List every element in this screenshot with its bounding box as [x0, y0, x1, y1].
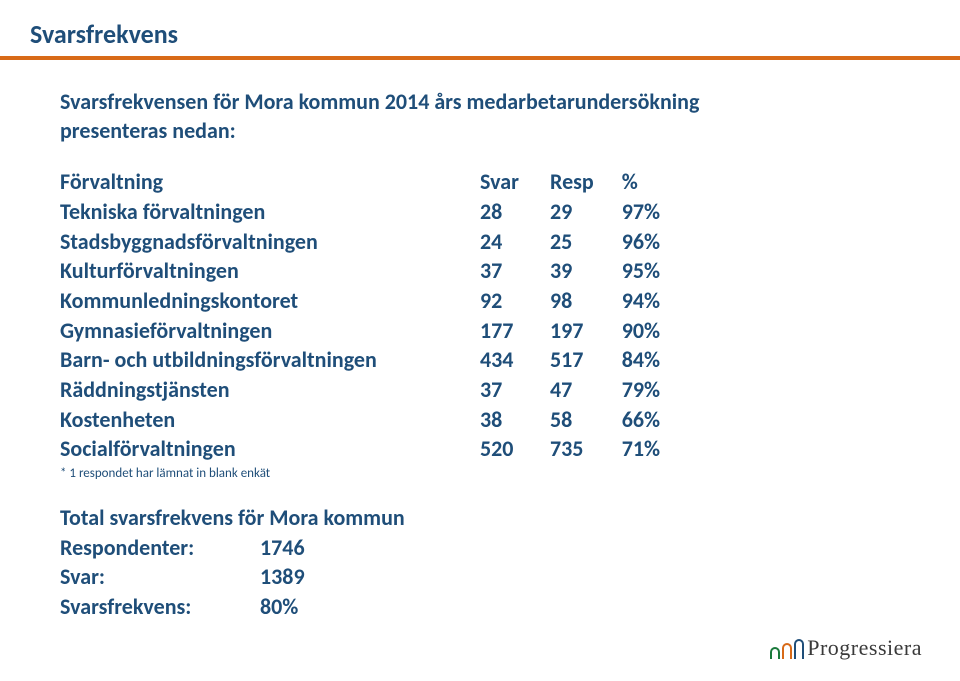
logo: Progressiera	[770, 637, 922, 659]
td-pct: 66%	[622, 405, 692, 435]
logo-arc-2	[782, 643, 792, 659]
td-resp: 735	[550, 434, 622, 464]
totals-label: Respondenter:	[60, 533, 260, 563]
totals-heading: Total svarsfrekvens för Mora kommun	[60, 503, 900, 533]
table-row: Kommunledningskontoret 92 98 94%	[60, 286, 692, 316]
td-resp: 25	[550, 227, 622, 257]
footnote: * 1 respondet har lämnat in blank enkät	[60, 466, 900, 481]
td-svar: 24	[480, 227, 550, 257]
td-label: Stadsbyggnadsförvaltningen	[60, 227, 480, 257]
td-pct: 90%	[622, 316, 692, 346]
totals-label: Svar:	[60, 562, 260, 592]
td-label: Kommunledningskontoret	[60, 286, 480, 316]
td-label: Gymnasieförvaltningen	[60, 316, 480, 346]
td-svar: 37	[480, 256, 550, 286]
td-pct: 79%	[622, 375, 692, 405]
td-label: Räddningstjänsten	[60, 375, 480, 405]
totals-row: Svar: 1389	[60, 562, 900, 592]
td-label: Kulturförvaltningen	[60, 256, 480, 286]
td-svar: 92	[480, 286, 550, 316]
td-svar: 38	[480, 405, 550, 435]
td-svar: 434	[480, 345, 550, 375]
td-label: Kostenheten	[60, 405, 480, 435]
td-pct: 84%	[622, 345, 692, 375]
td-pct: 71%	[622, 434, 692, 464]
table-row: Kulturförvaltningen 37 39 95%	[60, 256, 692, 286]
table-row: Socialförvaltningen 520 735 71%	[60, 434, 692, 464]
td-label: Barn- och utbildningsförvaltningen	[60, 345, 480, 375]
intro-line-2: presenteras nedan:	[60, 117, 900, 146]
table-row: Kostenheten 38 58 66%	[60, 405, 692, 435]
logo-text: Progressiera	[807, 637, 922, 659]
totals: Total svarsfrekvens för Mora kommun Resp…	[60, 503, 900, 622]
td-label: Tekniska förvaltningen	[60, 197, 480, 227]
data-table: Förvaltning Svar Resp % Tekniska förvalt…	[60, 167, 692, 464]
td-pct: 97%	[622, 197, 692, 227]
totals-value: 1746	[260, 533, 305, 563]
logo-arcs-icon	[770, 639, 804, 659]
table-header-row: Förvaltning Svar Resp %	[60, 167, 692, 197]
td-resp: 29	[550, 197, 622, 227]
td-resp: 517	[550, 345, 622, 375]
td-svar: 520	[480, 434, 550, 464]
intro-line-1: Svarsfrekvensen för Mora kommun 2014 års…	[60, 88, 900, 117]
td-resp: 197	[550, 316, 622, 346]
th-forvaltning: Förvaltning	[60, 167, 480, 197]
slide: Svarsfrekvens Svarsfrekvensen för Mora k…	[0, 0, 960, 681]
td-pct: 94%	[622, 286, 692, 316]
totals-value: 80%	[260, 592, 298, 622]
table-row: Tekniska förvaltningen 28 29 97%	[60, 197, 692, 227]
table-row: Stadsbyggnadsförvaltningen 24 25 96%	[60, 227, 692, 257]
table-row: Gymnasieförvaltningen 177 197 90%	[60, 316, 692, 346]
totals-row: Svarsfrekvens: 80%	[60, 592, 900, 622]
content: Svarsfrekvensen för Mora kommun 2014 års…	[40, 88, 920, 622]
th-pct: %	[622, 167, 692, 197]
td-label: Socialförvaltningen	[60, 434, 480, 464]
th-resp: Resp	[550, 167, 622, 197]
td-svar: 37	[480, 375, 550, 405]
totals-value: 1389	[260, 562, 305, 592]
th-svar: Svar	[480, 167, 550, 197]
table-row: Räddningstjänsten 37 47 79%	[60, 375, 692, 405]
td-resp: 39	[550, 256, 622, 286]
totals-row: Respondenter: 1746	[60, 533, 900, 563]
logo-arc-1	[770, 647, 780, 659]
td-svar: 177	[480, 316, 550, 346]
logo-arc-3	[794, 639, 804, 659]
td-pct: 96%	[622, 227, 692, 257]
td-pct: 95%	[622, 256, 692, 286]
td-resp: 98	[550, 286, 622, 316]
td-resp: 47	[550, 375, 622, 405]
table-row: Barn- och utbildningsförvaltningen 434 5…	[60, 345, 692, 375]
td-svar: 28	[480, 197, 550, 227]
td-resp: 58	[550, 405, 622, 435]
title-rule	[0, 56, 960, 60]
totals-label: Svarsfrekvens:	[60, 592, 260, 622]
page-title: Svarsfrekvens	[30, 18, 920, 50]
